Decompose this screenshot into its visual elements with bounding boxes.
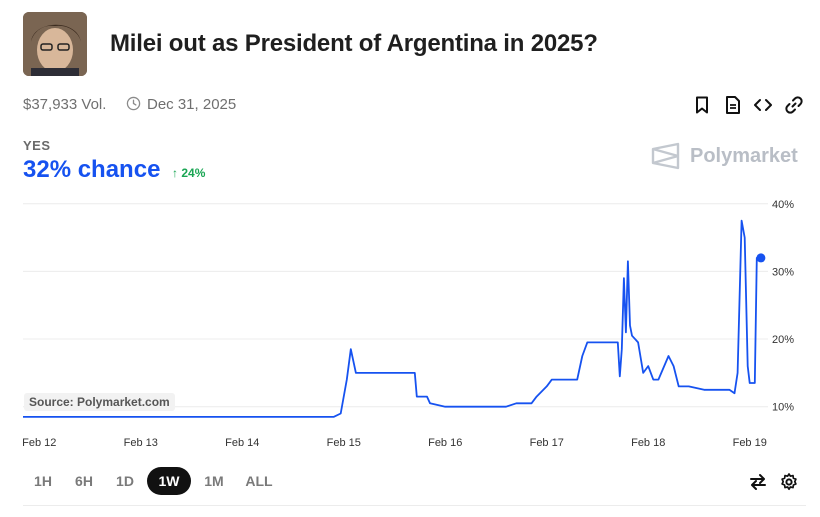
- x-tick-label: Feb 18: [631, 437, 665, 449]
- chance-delta-value: 24%: [181, 166, 206, 180]
- brand-name: Polymarket: [690, 145, 798, 167]
- x-tick-label: Feb 14: [225, 437, 259, 449]
- y-tick-label: 40%: [772, 199, 794, 211]
- document-icon[interactable]: [723, 95, 743, 115]
- divider: [23, 505, 806, 506]
- price-chart[interactable]: 10% 20% 30% 40% Feb 12 Feb 13 Feb 14 Feb 15 Feb …: [0, 185, 820, 455]
- range-button-all[interactable]: ALL: [245, 473, 273, 489]
- range-button-6h[interactable]: 6H: [75, 473, 93, 489]
- y-tick-label: 20%: [772, 334, 794, 346]
- end-date-text: Dec 31, 2025: [147, 96, 237, 113]
- y-tick-label: 30%: [772, 266, 794, 278]
- market-title: Milei out as President of Argentina in 2…: [110, 30, 598, 57]
- arrow-up-icon: ↑: [172, 166, 178, 180]
- current-value-dot: [756, 253, 766, 263]
- series-line: [23, 219, 761, 418]
- x-tick-label: Feb 13: [124, 437, 158, 449]
- link-icon[interactable]: [784, 95, 804, 115]
- volume-text: $37,933 Vol.: [23, 96, 107, 113]
- range-button-1d[interactable]: 1D: [116, 473, 134, 489]
- source-label: Source: Polymarket.com: [24, 393, 175, 411]
- clock-icon: [126, 96, 141, 113]
- swap-icon[interactable]: [748, 472, 768, 492]
- outcome-label: YES: [23, 138, 51, 153]
- embed-icon[interactable]: [753, 95, 773, 115]
- gear-icon[interactable]: [779, 472, 799, 492]
- y-tick-label: 10%: [772, 402, 794, 414]
- x-tick-label: Feb 16: [428, 437, 462, 449]
- polymarket-logo-icon: [650, 142, 682, 172]
- range-button-1m[interactable]: 1M: [204, 473, 224, 489]
- chance-value: 32% chance: [23, 156, 161, 183]
- x-tick-label: Feb 12: [22, 437, 56, 449]
- x-tick-label: Feb 19: [733, 437, 767, 449]
- bookmark-icon[interactable]: [692, 95, 712, 115]
- x-tick-label: Feb 15: [327, 437, 361, 449]
- x-tick-label: Feb 17: [530, 437, 564, 449]
- chance-delta: ↑ 24%: [172, 166, 205, 180]
- range-button-1w[interactable]: 1W: [147, 467, 191, 495]
- range-button-1h[interactable]: 1H: [34, 473, 52, 489]
- market-avatar: [23, 12, 87, 76]
